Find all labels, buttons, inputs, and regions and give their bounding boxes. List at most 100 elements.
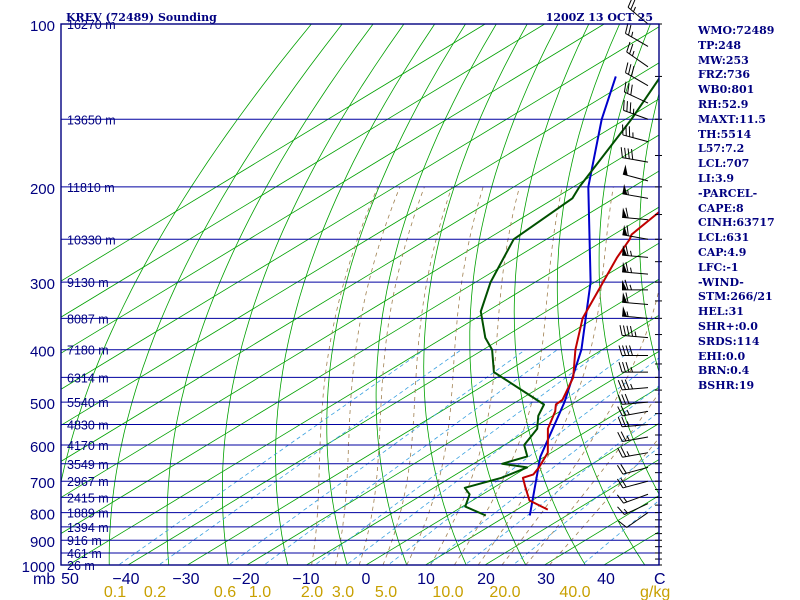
temperature-tick-label: −30 [172,571,199,588]
mixing-ratio-line [314,349,604,565]
station-title: KREV (72489) Sounding [66,11,217,24]
mixing-ratio-unit: g/kg [640,584,670,600]
height-label: 1889 m [67,507,109,521]
stat-item: TP:248 [698,38,742,52]
mixing-ratio-label: 20.0 [489,584,520,600]
temperature-tick-label: 20 [477,571,495,588]
wind-barb [617,447,649,458]
mixing-ratio-line [228,349,526,565]
height-label: 26 m [67,559,95,573]
isotherm-line [424,423,659,565]
dry-adiabat-line [166,24,374,565]
pressure-tick-label: 400 [30,344,55,361]
isotherm-line [67,206,659,565]
isotherm-line [305,350,659,565]
wind-barb [624,23,649,47]
pressure-tick-label: 700 [30,475,55,492]
pressure-tick-label: 100 [30,18,55,35]
dry-adiabat-line [375,24,497,565]
stat-item: LCL:707 [698,157,750,171]
dry-adiabat-line [423,24,528,565]
wind-barb [617,405,649,417]
parcel-line [528,76,617,516]
wind-barb [622,292,649,306]
height-label: 7180 m [67,344,109,358]
wind-barb [622,183,649,199]
mixing-ratio-label: 40.0 [559,584,590,600]
wind-barb [626,41,649,68]
wind-barb [620,147,649,163]
dry-adiabat-line [469,24,559,565]
stat-item: MAXT:11.5 [698,112,766,126]
wind-barb [622,279,648,291]
temperature-tick-label: 10 [417,571,435,588]
wind-barb [617,503,649,516]
plot-frame [60,23,660,566]
isotherm-line [484,459,659,565]
wind-barb [622,207,649,221]
height-label: 6314 m [67,371,109,385]
pressure-tick-label: 200 [30,181,55,198]
height-label: 10330 m [67,233,116,247]
stat-item: FRZ:736 [698,68,751,82]
wind-barb [623,81,649,104]
height-label: 1394 m [67,521,109,535]
dry-adiabat-line [598,24,659,495]
stat-item: -WIND- [698,275,744,289]
height-label: 8087 m [67,312,109,326]
mixing-ratio-label: 0.6 [214,584,236,600]
temperature-tick-label: 40 [597,571,615,588]
height-label: 5540 m [67,396,109,410]
pressure-unit-label: mb [33,571,55,588]
wind-barb [616,464,649,475]
mixing-ratio-label: 0.2 [144,584,166,600]
wind-barb [623,99,649,120]
stat-item: BRN:0.4 [698,364,750,378]
height-label: 16270 m [67,18,116,32]
height-label: 3549 m [67,458,109,472]
dry-adiabat-line [108,24,343,565]
mixing-ratio-line [387,357,659,565]
isotherm-line [61,24,545,318]
temperature-tick-label: −10 [292,571,319,588]
stat-item: CINH:63717 [698,216,775,230]
height-label: 4170 m [67,439,109,453]
temperature-tick-label: −20 [232,571,259,588]
pressure-tick-label: 600 [30,439,55,456]
wind-barb [618,512,649,528]
stat-item: BSHR:19 [698,379,755,393]
height-label: 2415 m [67,491,109,505]
pressure-tick-label: 1000 [22,559,55,576]
wind-barb [619,325,649,339]
dry-adiabat-line [639,92,659,374]
stat-item: RH:52.9 [698,97,749,111]
stat-item: MW:253 [698,53,749,67]
stat-item: WMO:72489 [698,24,775,37]
mixing-ratio-line [263,349,558,565]
mixing-ratio-line [117,349,425,565]
mixing-ratio-label: 3.0 [332,584,354,600]
wind-barb [622,245,649,258]
isotherm-line [61,24,605,354]
moist-adiabat-line [477,186,614,565]
stat-item: TH:5514 [698,127,752,141]
stat-item: CAP:4.9 [698,245,747,259]
pressure-tick-label: 500 [30,396,55,413]
height-label: 916 m [67,534,102,548]
mixing-ratio-label: 0.1 [104,584,126,600]
isotherm-lines [61,24,659,565]
dry-adiabat-line [556,24,646,565]
stat-item: LCL:631 [698,231,750,245]
height-label: 11810 m [67,181,115,195]
mixing-ratio-line [158,349,462,565]
temperature-tick-label: 0 [362,571,371,588]
sounding-profiles [463,76,659,517]
wind-barb [617,431,649,443]
mixing-ratio-label: 1.0 [249,584,271,600]
temperature-tick-label: −40 [112,571,139,588]
stat-item: STM:266/21 [698,290,773,304]
moist-adiabat-line [501,288,659,565]
wind-barb [622,124,649,143]
dry-adiabat-lines [61,24,659,565]
